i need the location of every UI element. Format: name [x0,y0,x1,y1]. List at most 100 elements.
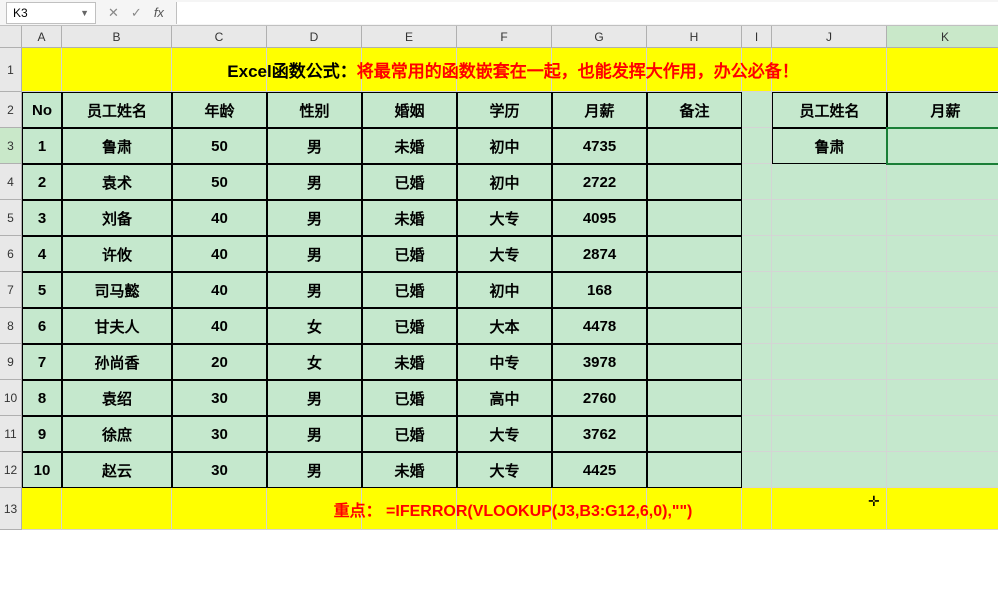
cell-A2[interactable]: No [22,92,62,128]
cell-H3[interactable] [647,128,742,164]
cell-I7[interactable] [742,272,772,308]
cell-C6[interactable]: 40 [172,236,267,272]
cell-I2[interactable] [742,92,772,128]
cancel-icon[interactable]: ✕ [108,5,119,21]
confirm-icon[interactable]: ✓ [131,5,142,21]
col-header-J[interactable]: J [772,26,887,48]
formula-input[interactable] [176,2,998,24]
cell-D11[interactable]: 男 [267,416,362,452]
cell-K4[interactable] [887,164,998,200]
cell-K8[interactable] [887,308,998,344]
cell-A1[interactable]: Excel函数公式：将最常用的函数嵌套在一起，也能发挥大作用，办公必备！ [22,48,62,92]
cell-H9[interactable] [647,344,742,380]
cell-G4[interactable]: 2722 [552,164,647,200]
cell-G5[interactable]: 4095 [552,200,647,236]
cell-K7[interactable] [887,272,998,308]
cell-B2[interactable]: 员工姓名 [62,92,172,128]
cell-H8[interactable] [647,308,742,344]
cell-C5[interactable]: 40 [172,200,267,236]
cell-B6[interactable]: 许攸 [62,236,172,272]
cell-H11[interactable] [647,416,742,452]
cell-I3[interactable] [742,128,772,164]
row-header-8[interactable]: 8 [0,308,22,344]
cell-H10[interactable] [647,380,742,416]
fx-icon[interactable]: fx [154,5,164,20]
col-header-I[interactable]: I [742,26,772,48]
cell-J9[interactable] [772,344,887,380]
cell-K9[interactable] [887,344,998,380]
cell-D12[interactable]: 男 [267,452,362,488]
cell-K10[interactable] [887,380,998,416]
cell-A4[interactable]: 2 [22,164,62,200]
row-header-7[interactable]: 7 [0,272,22,308]
cell-H7[interactable] [647,272,742,308]
col-header-D[interactable]: D [267,26,362,48]
cell-G7[interactable]: 168 [552,272,647,308]
cell-A10[interactable]: 8 [22,380,62,416]
row-header-11[interactable]: 11 [0,416,22,452]
cell-E3[interactable]: 未婚 [362,128,457,164]
row-header-6[interactable]: 6 [0,236,22,272]
cell-C2[interactable]: 年龄 [172,92,267,128]
row-header-2[interactable]: 2 [0,92,22,128]
cell-J8[interactable] [772,308,887,344]
cell-H4[interactable] [647,164,742,200]
cell-E11[interactable]: 已婚 [362,416,457,452]
row-header-9[interactable]: 9 [0,344,22,380]
cell-J3[interactable]: 鲁肃 [772,128,887,164]
cell-G8[interactable]: 4478 [552,308,647,344]
cell-K3[interactable] [887,128,998,164]
col-header-K[interactable]: K [887,26,998,48]
select-all-corner[interactable] [0,26,22,48]
cell-J7[interactable] [772,272,887,308]
cell-J4[interactable] [772,164,887,200]
cell-H6[interactable] [647,236,742,272]
cell-I6[interactable] [742,236,772,272]
cell-A13[interactable]: 重点： =IFERROR(VLOOKUP(J3,B3:G12,6,0),"") [22,488,62,530]
cell-J10[interactable] [772,380,887,416]
cell-B5[interactable]: 刘备 [62,200,172,236]
col-header-A[interactable]: A [22,26,62,48]
cell-D10[interactable]: 男 [267,380,362,416]
cell-F6[interactable]: 大专 [457,236,552,272]
cell-K2[interactable]: 月薪 [887,92,998,128]
cell-E5[interactable]: 未婚 [362,200,457,236]
cell-E7[interactable]: 已婚 [362,272,457,308]
cell-E4[interactable]: 已婚 [362,164,457,200]
cell-C3[interactable]: 50 [172,128,267,164]
cell-K6[interactable] [887,236,998,272]
row-header-5[interactable]: 5 [0,200,22,236]
cell-H5[interactable] [647,200,742,236]
cell-I5[interactable] [742,200,772,236]
name-box-dropdown-icon[interactable]: ▼ [80,8,89,18]
row-header-13[interactable]: 13 [0,488,22,530]
cell-F10[interactable]: 高中 [457,380,552,416]
cell-I10[interactable] [742,380,772,416]
cell-A8[interactable]: 6 [22,308,62,344]
cell-J12[interactable] [772,452,887,488]
cell-G2[interactable]: 月薪 [552,92,647,128]
cell-H2[interactable]: 备注 [647,92,742,128]
cell-B7[interactable]: 司马懿 [62,272,172,308]
cell-I4[interactable] [742,164,772,200]
cell-B9[interactable]: 孙尚香 [62,344,172,380]
cell-A9[interactable]: 7 [22,344,62,380]
cell-E8[interactable]: 已婚 [362,308,457,344]
cell-G3[interactable]: 4735 [552,128,647,164]
cell-F7[interactable]: 初中 [457,272,552,308]
cell-F8[interactable]: 大本 [457,308,552,344]
cell-G9[interactable]: 3978 [552,344,647,380]
cell-A12[interactable]: 10 [22,452,62,488]
cell-C10[interactable]: 30 [172,380,267,416]
cell-F3[interactable]: 初中 [457,128,552,164]
cell-G6[interactable]: 2874 [552,236,647,272]
cell-A6[interactable]: 4 [22,236,62,272]
cell-C9[interactable]: 20 [172,344,267,380]
cell-B3[interactable]: 鲁肃 [62,128,172,164]
cell-B8[interactable]: 甘夫人 [62,308,172,344]
cell-G12[interactable]: 4425 [552,452,647,488]
cell-C11[interactable]: 30 [172,416,267,452]
cell-B4[interactable]: 袁术 [62,164,172,200]
col-header-G[interactable]: G [552,26,647,48]
cell-K12[interactable] [887,452,998,488]
